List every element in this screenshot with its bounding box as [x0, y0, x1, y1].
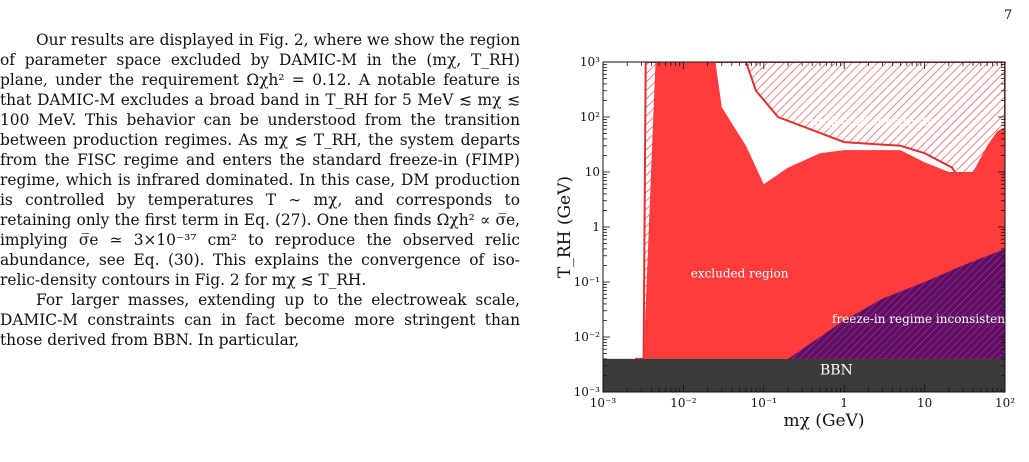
x-tick-label: 1: [840, 396, 848, 410]
y-tick-label: 10³: [580, 55, 600, 69]
figure-2: 10⁻³ 10⁻² 10⁻¹ 1 10 10² 10⁻³ 10⁻² 10⁻¹ 1 10 10² 10³ …: [540, 52, 1029, 452]
bbn-label: BBN: [820, 362, 853, 378]
y-tick-label: 1: [592, 220, 600, 234]
freeze-in-inconsistent-region: [788, 248, 1005, 359]
x-tick-label: 10: [917, 396, 932, 410]
y-tick-label: 10⁻²: [574, 330, 601, 344]
bbn-region: [603, 358, 1005, 392]
text-column: Our results are displayed in Fig. 2, whe…: [0, 30, 520, 350]
y-axis-label: T_RH (GeV): [555, 176, 575, 278]
page-number: 7: [1004, 8, 1013, 23]
exclusion-plot: 10⁻³ 10⁻² 10⁻¹ 1 10 10²10⁻³10⁻²10⁻¹11010²10³ …: [555, 55, 1015, 431]
y-tick-label: 10⁻³: [574, 385, 601, 399]
x-tick-label: 10²: [995, 396, 1015, 410]
excluded-region-label: excluded region: [691, 267, 789, 281]
projected-sensitivity-label: projected sensitivity: [810, 115, 934, 129]
x-tick-label: 10⁻³: [590, 396, 617, 410]
x-tick-label: 10⁻¹: [751, 396, 777, 410]
freeze-in-label: freeze-in regime inconsistent: [832, 312, 1010, 326]
paragraph-2: For larger masses, extending up to the e…: [0, 291, 520, 349]
y-tick-label: 10⁻¹: [574, 275, 600, 289]
y-tick-label: 10²: [580, 110, 600, 124]
x-axis-label: mχ (GeV): [783, 411, 864, 431]
excluded-region: [603, 62, 1005, 359]
y-tick-label: 10: [585, 165, 600, 179]
paragraph-1: Our results are displayed in Fig. 2, whe…: [0, 31, 520, 289]
x-tick-label: 10⁻²: [670, 396, 697, 410]
